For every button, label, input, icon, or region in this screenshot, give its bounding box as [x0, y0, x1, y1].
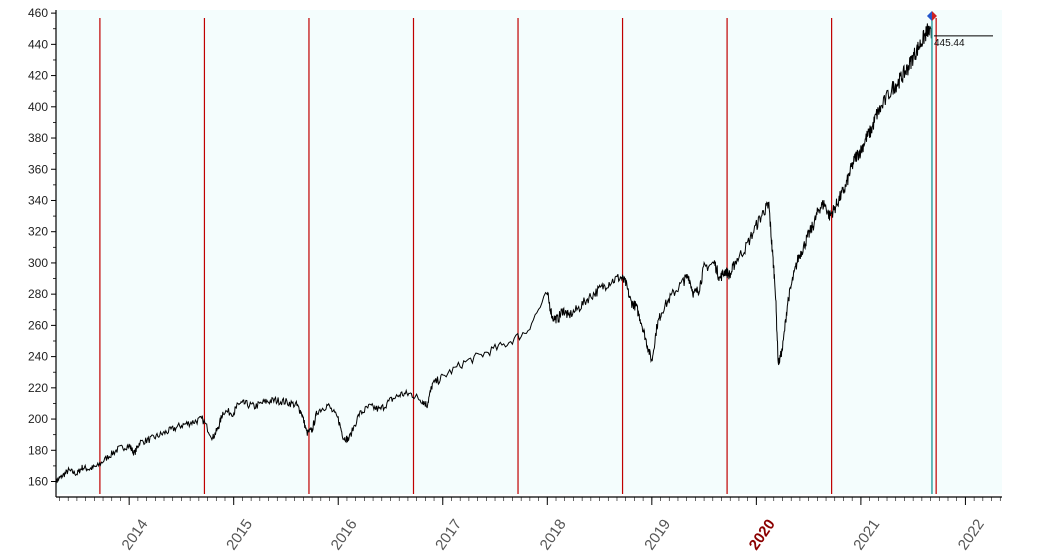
y-tick-label: 440 — [28, 37, 48, 51]
y-tick-label: 320 — [28, 225, 48, 239]
series-layer — [55, 23, 933, 485]
x-tick-label: 2021 — [850, 516, 883, 553]
plot-background — [56, 10, 1002, 494]
y-tick-label: 280 — [28, 287, 48, 301]
x-tick-label: 2015 — [223, 516, 256, 553]
last-value-annotation: 445.44 — [933, 35, 993, 49]
x-tick-label: 2016 — [328, 516, 361, 553]
current-marker-diamond-left[interactable] — [926, 11, 932, 21]
x-tick-label: 2017 — [432, 516, 465, 553]
y-tick-label: 380 — [28, 131, 48, 145]
x-tick-label: 2020 — [746, 516, 779, 553]
y-tick-label: 200 — [28, 412, 48, 426]
y-tick-label: 360 — [28, 162, 48, 176]
y-axis: 160 180 200 220 240 260 280 300 320 340 360 380 400 4… — [28, 6, 56, 489]
y-tick-label: 300 — [28, 256, 48, 270]
y-tick-label: 160 — [28, 475, 48, 489]
y-tick-label: 340 — [28, 193, 48, 207]
vertical-markers — [99, 18, 937, 494]
y-tick-label: 240 — [28, 350, 48, 364]
current-marker-diamond-right[interactable] — [931, 11, 937, 21]
price-series-line — [55, 23, 933, 485]
x-tick-label: 2019 — [641, 516, 674, 553]
y-tick-label: 460 — [28, 6, 48, 20]
y-tick-label: 220 — [28, 381, 48, 395]
x-axis: 2014 2015 2016 2017 2018 2019 2020 2021 2022 — [59, 497, 1001, 553]
y-tick-label: 400 — [28, 100, 48, 114]
x-tick-label: 2018 — [537, 516, 570, 553]
y-tick-label: 180 — [28, 443, 48, 457]
last-value-label: 445.44 — [934, 38, 965, 49]
y-tick-label: 420 — [28, 69, 48, 83]
y-tick-label: 260 — [28, 318, 48, 332]
current-marker-layer — [926, 11, 937, 494]
x-tick-label: 2014 — [119, 516, 152, 553]
x-tick-label: 2022 — [955, 516, 988, 553]
